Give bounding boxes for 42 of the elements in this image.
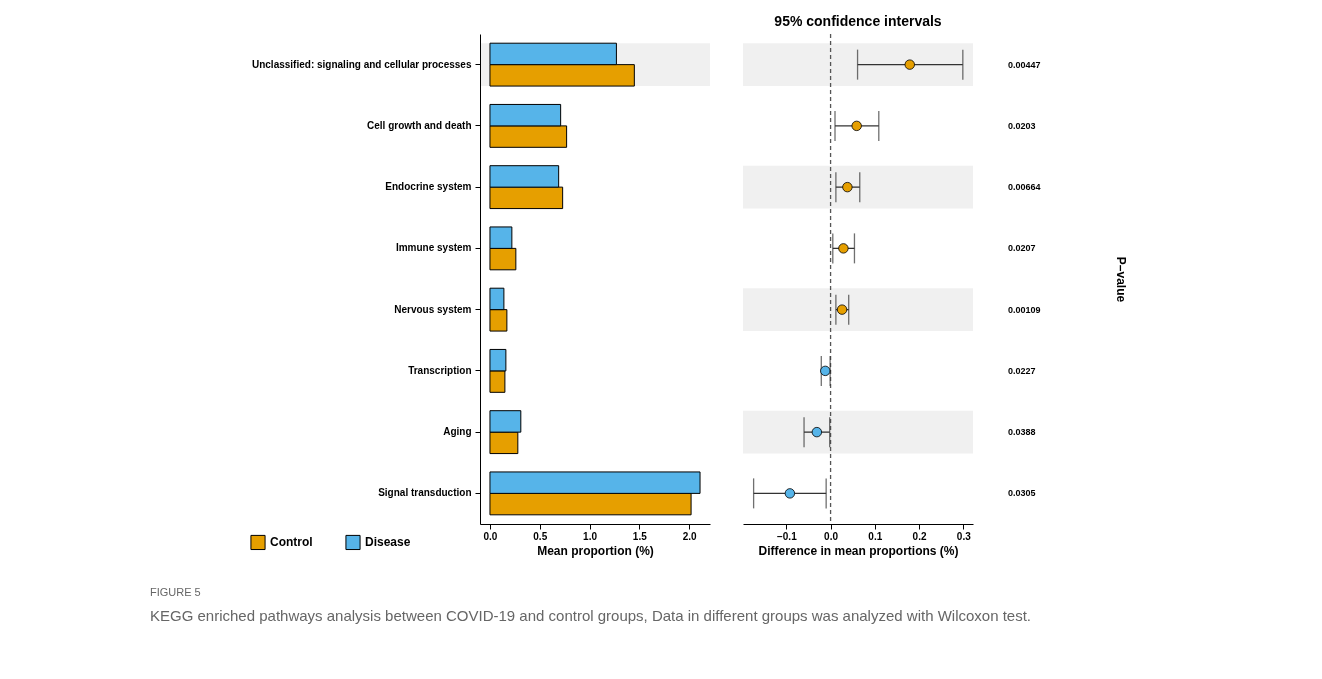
text: 0.0207: [1008, 243, 1036, 254]
x-axis-title: Difference in mean proportions (%): [758, 543, 959, 558]
y-tick-label: Nervous system: [394, 303, 472, 315]
x-tick-label: 0.2: [912, 530, 927, 542]
x-tick-label: 1.5: [632, 530, 648, 542]
text: 0.00447: [1008, 59, 1041, 70]
legend-label: Control: [270, 535, 313, 550]
y-tick-label: Aging: [443, 426, 472, 438]
point: [842, 181, 853, 193]
chart-title: 95% confidence intervals: [774, 13, 942, 30]
point: [838, 243, 849, 254]
x-tick-label: 0.3: [956, 530, 972, 542]
text: 0.00109: [1008, 304, 1041, 315]
text: 0.00664: [1008, 182, 1041, 193]
text: 0.0227: [1008, 365, 1036, 376]
x-tick-label: 0.5: [533, 530, 548, 542]
x-tick-label: −0.1: [776, 530, 798, 542]
y-tick-label: Cell growth and death: [367, 119, 472, 131]
text: 0.0388: [1008, 427, 1036, 438]
point: [904, 59, 915, 70]
caption: FIGURE 5: [150, 586, 201, 598]
x-tick-label: 0.1: [868, 530, 883, 542]
point: [851, 120, 862, 132]
point: [811, 426, 823, 438]
x-tick-label: 0.0: [483, 530, 498, 542]
y-tick-label: Transcription: [408, 364, 472, 376]
y-tick-label: Immune system: [395, 242, 472, 254]
x-tick-label: 0.0: [824, 530, 839, 542]
x-tick-label: 2.0: [682, 530, 697, 542]
text: KEGG enriched pathways analysis between COVID-19 and control groups, Data in different groups was analyzed with Wilcoxon test.: [150, 607, 1032, 624]
point: [836, 304, 848, 315]
y-tick-label: Endocrine system: [385, 181, 472, 193]
y-tick-label: Signal transduction: [378, 487, 472, 499]
point: [820, 365, 831, 377]
text: 0.0203: [1008, 120, 1036, 131]
point: [784, 488, 796, 499]
legend-label: Disease: [365, 535, 411, 550]
y-tick-label: Unclassified: signaling and cellular processes: [251, 58, 472, 70]
y2-axis-title: P–value: [1113, 256, 1128, 303]
x-axis-title: Mean proportion (%): [537, 543, 654, 558]
x-tick-label: 1.0: [583, 530, 598, 542]
text: 0.0305: [1008, 488, 1036, 499]
